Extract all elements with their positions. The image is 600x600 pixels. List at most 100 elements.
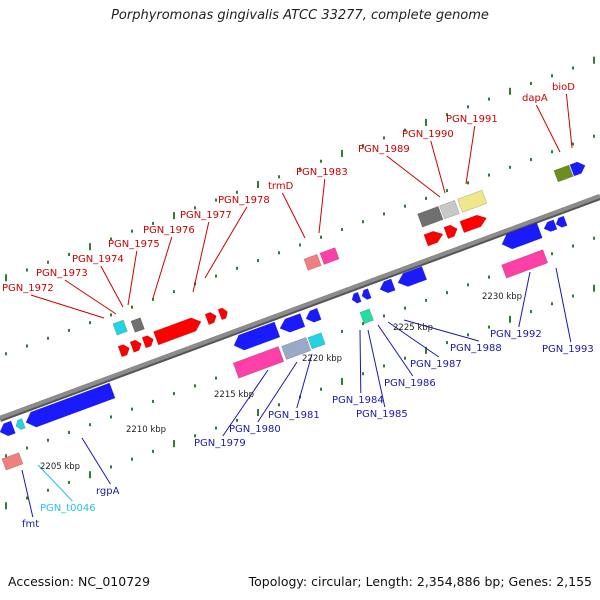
leader-line	[257, 361, 298, 423]
gene-pgn-1977	[204, 312, 217, 325]
gene-label-pgn_1981: PGN_1981	[268, 410, 320, 421]
leader-line	[81, 437, 111, 485]
gene-pgn-1978	[217, 307, 228, 321]
gene-label-fmt: fmt	[22, 519, 39, 530]
gene-pgn-1980	[279, 313, 306, 333]
gene-pgn-1993	[543, 219, 558, 232]
gene-trmD	[303, 253, 322, 271]
gene-label-pgn_t0046: PGN_t0046	[40, 503, 96, 514]
gene-pgn-1985-b	[359, 308, 374, 325]
gene-pgn-1992-b	[501, 249, 549, 279]
gene-pgn-1992	[501, 222, 543, 250]
leader-line	[367, 329, 386, 408]
gene-label-pgn_1991: PGN_1991	[446, 114, 498, 125]
gene-pgn-1976	[130, 317, 145, 333]
gene-fmt	[0, 420, 16, 437]
gene-pgn-1972	[117, 344, 130, 358]
gene-label-pgn_1978: PGN_1978	[218, 195, 270, 206]
gene-pgn-1973	[129, 339, 142, 353]
gene-pgn-1989	[423, 230, 444, 247]
gene-pgn-1986	[379, 278, 396, 294]
gene-features	[0, 161, 586, 471]
gene-pgn-1983	[319, 247, 340, 265]
gene-label-pgn_1993: PGN_1993	[542, 344, 594, 355]
leader-line	[281, 192, 306, 239]
gene-pgn-1991-b	[457, 189, 488, 213]
gene-pgn-1973-b	[112, 319, 128, 336]
gene-pgn-t0046	[15, 418, 26, 430]
gene-pgn-1984	[351, 291, 362, 304]
gene-label-pgn_1983: PGN_1983	[296, 167, 348, 178]
gene-bioD	[569, 161, 586, 177]
genome-backbone	[0, 194, 600, 422]
leader-line	[465, 125, 476, 185]
leader-line	[64, 279, 117, 315]
gene-dapA	[553, 164, 574, 183]
scale-label: 2205 kbp	[40, 462, 80, 472]
gene-pgn-1981	[305, 307, 322, 323]
gene-label-pgn_1985: PGN_1985	[356, 409, 408, 420]
gene-pgn-1989	[423, 230, 444, 247]
gene-pgn-1990	[443, 224, 458, 239]
gene-rgpA	[25, 382, 116, 428]
gene-pgn-1990-b	[439, 199, 460, 220]
gene-bioD	[569, 161, 586, 177]
scale-label: 2215 kbp	[214, 390, 254, 400]
leader-line	[387, 321, 440, 358]
gene-pgn-1987	[397, 266, 428, 287]
scale-label: 2230 kbp	[482, 292, 522, 302]
leader-line	[377, 324, 414, 377]
gene-pgn-1979	[233, 321, 281, 351]
leader-line	[296, 353, 313, 409]
gene-pgn-1990-b	[439, 199, 460, 220]
leader-line	[555, 267, 572, 343]
gene-label-trmd: trmD	[268, 181, 294, 192]
scale-label: 2210 kbp	[126, 425, 166, 435]
gene-label-pgn_1980: PGN_1980	[229, 424, 281, 435]
leader-line	[430, 140, 446, 194]
gene-label-dapa: dapA	[522, 93, 548, 104]
gene-pgn-1981-b	[307, 332, 326, 350]
gene-label-pgn_1989: PGN_1989	[358, 144, 410, 155]
gene-pgn-1983	[319, 247, 340, 265]
leader-line	[565, 93, 573, 149]
gene-pgn-1977	[204, 312, 217, 325]
gene-trmD	[303, 253, 322, 271]
leader-line	[152, 236, 173, 299]
gene-rgpA	[25, 382, 116, 428]
gene-pgn-1976	[130, 317, 145, 333]
gene-label-pgn_1987: PGN_1987	[410, 359, 462, 370]
gene-pgn-1978	[217, 307, 228, 321]
map-title: Porphyromonas gingivalis ATCC 33277, com…	[111, 8, 489, 23]
gene-label-pgn_1974: PGN_1974	[72, 254, 124, 265]
scale-label: 2225 kbp	[393, 323, 433, 333]
leader-line	[204, 206, 248, 279]
gene-pgn-1991	[459, 214, 487, 234]
gene-pgn-1973	[129, 339, 142, 353]
leader-line	[222, 369, 269, 437]
gene-pgn-1981-b	[307, 332, 326, 350]
gene-pgn-1980-b	[281, 336, 312, 360]
genome-stats-text: Topology: circular; Length: 2,354,886 bp…	[248, 574, 592, 589]
gene-pgn-1993-b	[555, 215, 568, 228]
gene-pgn-1973-b	[112, 319, 128, 336]
tick-marks	[5, 56, 595, 510]
leader-line	[386, 155, 441, 198]
gene-pgn-1993-b	[555, 215, 568, 228]
gene-pgn-1989-b	[417, 206, 444, 228]
accession-text: Accession: NC_010729	[8, 574, 151, 589]
gene-fmt	[0, 420, 16, 437]
gene-label-pgn_1979: PGN_1979	[194, 438, 246, 449]
gene-pgn-1979	[233, 321, 281, 351]
gene-fmt-b	[1, 452, 24, 471]
gene-label-pgn_1972: PGN_1972	[2, 283, 54, 294]
scale-label: 2220 kbp	[302, 354, 342, 364]
gene-pgn-1974	[141, 335, 154, 349]
leader-line	[535, 104, 561, 153]
gene-pgn-1984	[351, 291, 362, 304]
gene-label-pgn_1986: PGN_1986	[384, 378, 436, 389]
gene-label-pgn_1973: PGN_1973	[36, 268, 88, 279]
gene-pgn-1975	[153, 317, 202, 346]
